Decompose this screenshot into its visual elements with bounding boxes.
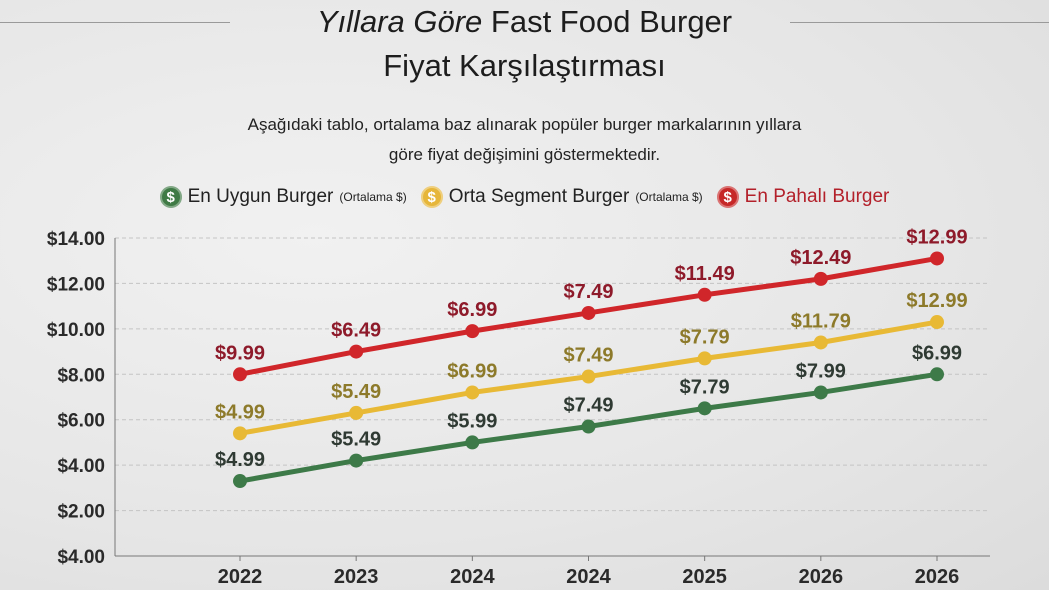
y-tick-label: $12.00: [47, 274, 105, 295]
legend: $ En Uygun Burger (Ortalama $) $ Orta Se…: [0, 186, 1049, 208]
data-label: $6.99: [447, 360, 497, 382]
y-tick-label: $14.00: [47, 229, 105, 250]
x-tick-label: 2026: [915, 566, 960, 588]
data-label: $6.49: [331, 320, 381, 342]
y-tick-label: $4.00: [57, 456, 105, 477]
x-tick-label: 2025: [682, 566, 727, 588]
data-point: [465, 435, 480, 450]
y-tick-label: $6.00: [57, 411, 105, 432]
data-point: [930, 251, 944, 266]
data-point: [813, 385, 828, 400]
data-label: $12.49: [790, 247, 851, 269]
legend-item-en-pahali: $ En Pahalı Burger: [716, 186, 890, 208]
data-point: [349, 344, 364, 359]
data-point: [813, 335, 828, 350]
y-tick-label: $4.00: [57, 547, 105, 568]
data-label: $12.99: [906, 226, 967, 248]
data-label: $9.99: [215, 342, 265, 364]
dollar-coin-icon: $: [159, 186, 182, 208]
chart-title: Yıllara Göre Fast Food Burger: [0, 4, 1049, 40]
x-tick-label: 2024: [566, 566, 611, 588]
data-label: $5.49: [331, 381, 381, 403]
title-rest: Fast Food Burger: [490, 4, 733, 39]
y-tick-label: $10.00: [47, 320, 105, 341]
data-label: $11.49: [675, 263, 735, 285]
data-label: $6.99: [912, 342, 962, 364]
subtitle-line1: Aşağıdaki tablo, ortalama baz alınarak p…: [247, 115, 802, 134]
chart-subtitle: Aşağıdaki tablo, ortalama baz alınarak p…: [0, 110, 1049, 170]
data-label: $7.79: [680, 326, 730, 348]
data-point: [349, 405, 364, 420]
data-point: [930, 315, 944, 330]
data-point: [233, 367, 247, 382]
data-label: $7.49: [563, 395, 613, 417]
data-label: $7.79: [680, 376, 730, 398]
data-point: [465, 324, 480, 339]
data-point: [581, 419, 596, 434]
y-tick-label: $2.00: [57, 502, 105, 523]
legend-note: (Ortalama $): [339, 190, 407, 204]
data-point: [465, 385, 480, 400]
subtitle-line2: göre fiyat değişimini göstermektedir.: [388, 145, 661, 164]
title-rule-left: [0, 22, 230, 23]
legend-label: Orta Segment Burger: [448, 186, 630, 207]
data-label: $6.99: [447, 299, 497, 321]
title-rule-right: [790, 22, 1049, 23]
y-tick-label: $8.00: [57, 365, 105, 386]
legend-item-orta-segment: $ Orta Segment Burger (Ortalama $): [420, 186, 703, 208]
data-label: $7.49: [563, 345, 613, 367]
x-tick-label: 2023: [334, 566, 379, 588]
data-point: [581, 369, 596, 384]
data-label: $5.49: [331, 429, 381, 451]
x-tick-label: 2024: [450, 566, 495, 588]
data-point: [813, 271, 828, 286]
data-label: $5.99: [447, 410, 497, 432]
data-point: [349, 453, 364, 468]
data-point: [581, 305, 596, 320]
data-label: $7.49: [563, 281, 613, 303]
x-tick-label: 2022: [218, 566, 263, 588]
x-tick-label: 2026: [799, 566, 844, 588]
data-point: [697, 401, 712, 416]
chart-title-line2: Fiyat Karşılaştırması: [383, 48, 666, 83]
data-label: $7.99: [796, 360, 846, 382]
dollar-coin-icon: $: [716, 186, 739, 208]
data-point: [233, 474, 247, 489]
data-label: $12.99: [906, 290, 967, 312]
legend-label: En Uygun Burger: [187, 186, 334, 207]
dollar-coin-icon: $: [420, 186, 443, 208]
data-point: [930, 367, 944, 382]
data-label: $11.79: [791, 310, 851, 332]
data-label: $4.99: [215, 449, 265, 471]
legend-label: En Pahalı Burger: [744, 186, 890, 207]
data-point: [697, 351, 712, 366]
data-point: [233, 426, 247, 441]
data-point: [697, 287, 712, 302]
title-italic: Yıllara Göre: [316, 4, 483, 39]
legend-item-en-uygun: $ En Uygun Burger (Ortalama $): [159, 186, 407, 208]
data-label: $4.99: [215, 401, 265, 423]
legend-note: (Ortalama $): [635, 190, 703, 204]
